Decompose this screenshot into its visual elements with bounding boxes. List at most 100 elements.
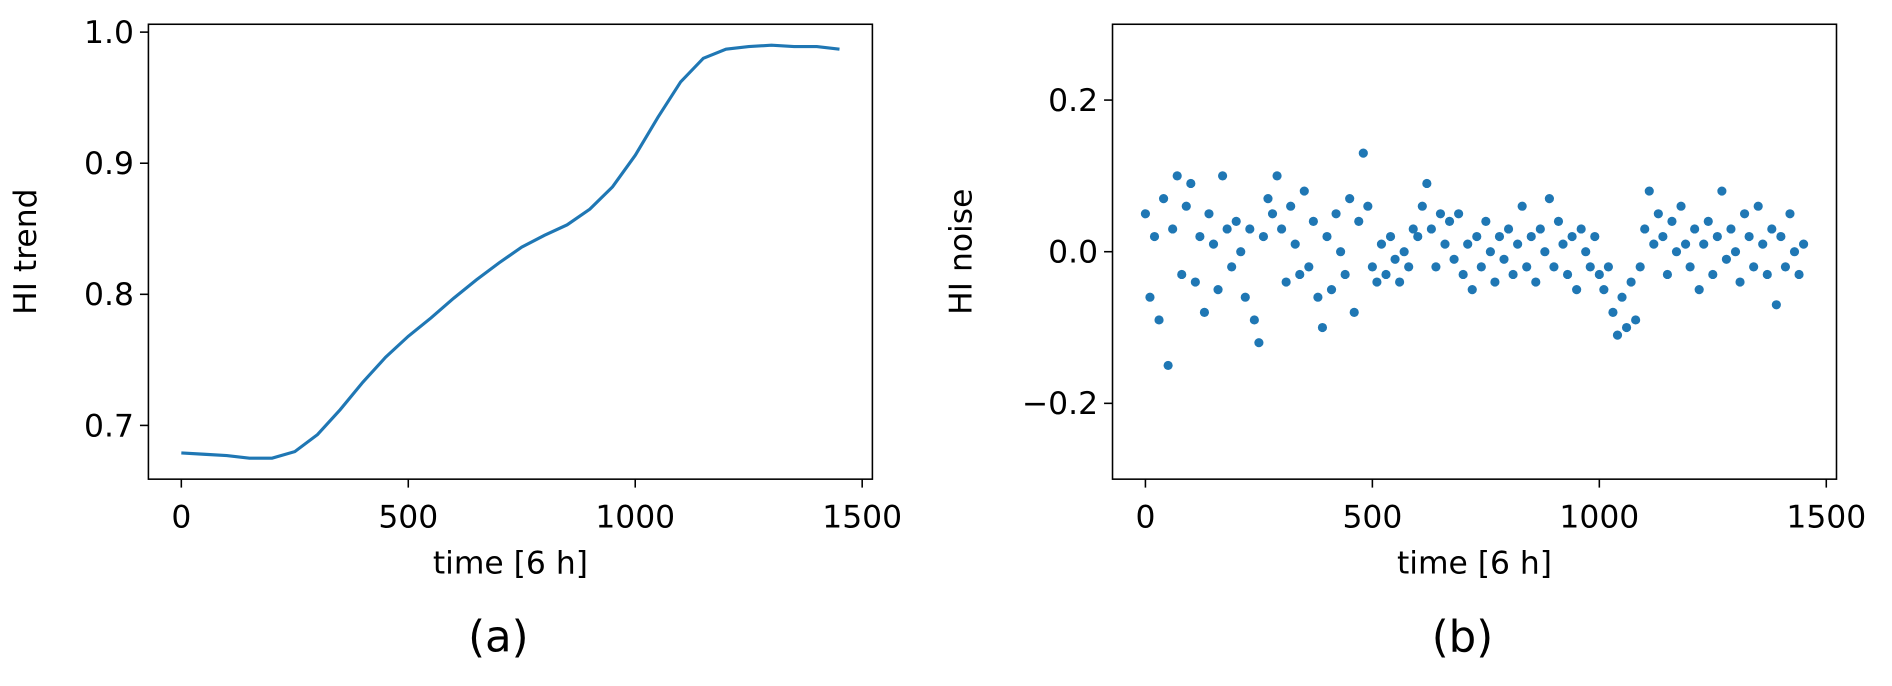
point	[1308, 216, 1318, 226]
point	[1281, 277, 1291, 287]
point	[1490, 277, 1500, 287]
y-axis-label: HI noise	[943, 189, 979, 315]
point	[1531, 277, 1541, 287]
point	[1295, 269, 1305, 280]
point	[1730, 247, 1741, 257]
point	[1399, 247, 1409, 257]
point	[1612, 330, 1623, 340]
point	[1304, 262, 1314, 272]
point	[1426, 224, 1436, 234]
point	[1163, 360, 1173, 371]
point	[1322, 231, 1332, 242]
point	[1404, 262, 1414, 272]
point	[1558, 239, 1568, 249]
point	[1635, 262, 1645, 272]
point	[1372, 277, 1382, 287]
point	[1440, 239, 1450, 249]
point	[1680, 239, 1691, 249]
point	[1258, 231, 1269, 242]
point	[1408, 224, 1418, 234]
point	[1299, 186, 1309, 196]
x-tick-label: 1500	[1786, 499, 1866, 535]
point	[1367, 262, 1377, 272]
point	[1776, 231, 1786, 242]
point	[1667, 216, 1677, 226]
y-tick-label: 0.8	[84, 277, 134, 313]
point	[1218, 171, 1228, 181]
point	[1236, 247, 1246, 257]
y-tick-label: 0.7	[84, 408, 134, 444]
point	[1599, 285, 1609, 295]
point	[1581, 247, 1591, 257]
point	[1422, 178, 1432, 189]
point	[1553, 216, 1564, 226]
point	[1676, 201, 1686, 211]
point	[1721, 254, 1732, 264]
point	[1390, 254, 1400, 264]
point	[1186, 178, 1196, 189]
point	[1585, 262, 1595, 272]
point	[1594, 269, 1604, 280]
point	[1476, 262, 1486, 272]
point	[1272, 171, 1282, 181]
point	[1463, 239, 1473, 249]
point	[1621, 322, 1632, 333]
point	[1208, 239, 1219, 249]
point	[1735, 277, 1745, 287]
point	[1653, 209, 1663, 219]
point	[1771, 300, 1781, 310]
y-axis-label: HI trend	[8, 189, 44, 315]
point	[1290, 239, 1300, 249]
point	[1286, 201, 1296, 211]
point	[1195, 231, 1205, 242]
point	[1617, 292, 1627, 302]
point	[1199, 307, 1210, 317]
y-tick-label: 0.0	[1048, 235, 1098, 271]
plot-frame	[147, 23, 874, 480]
x-tick-label: 0	[1135, 499, 1155, 535]
point	[1140, 209, 1151, 219]
y-tick-label: 0.2	[1048, 83, 1098, 119]
point	[1172, 171, 1182, 181]
point	[1177, 269, 1187, 280]
point	[1726, 224, 1736, 234]
point	[1572, 285, 1582, 295]
point	[1631, 315, 1641, 325]
point	[1467, 285, 1477, 295]
point	[1567, 231, 1577, 242]
point	[1540, 247, 1550, 257]
point	[1749, 262, 1759, 272]
x-tick-label: 1500	[822, 499, 902, 535]
point	[1340, 269, 1350, 280]
x-tick-label: 1000	[1559, 499, 1639, 535]
point	[1503, 224, 1514, 234]
point	[1712, 231, 1722, 242]
y-tick-label: 1.0	[84, 15, 134, 51]
point	[1449, 254, 1459, 264]
point	[1331, 209, 1341, 219]
point	[1767, 224, 1777, 234]
point	[1413, 231, 1423, 242]
point	[1753, 201, 1763, 211]
point	[1526, 231, 1536, 242]
point	[1222, 224, 1232, 234]
point	[1231, 216, 1241, 226]
point	[1671, 247, 1682, 257]
point	[1326, 285, 1337, 295]
point	[1608, 307, 1618, 317]
trend-line	[181, 43, 840, 460]
point	[1785, 209, 1795, 219]
point	[1499, 254, 1509, 264]
point	[1263, 194, 1273, 204]
point	[1358, 148, 1368, 158]
point	[1576, 224, 1586, 234]
point	[1758, 239, 1768, 249]
point	[1517, 201, 1527, 211]
caption: (a)	[468, 613, 528, 663]
point	[1168, 224, 1178, 234]
point	[1481, 216, 1491, 226]
point	[1444, 216, 1455, 226]
x-tick-label: 500	[1342, 499, 1402, 535]
point	[1780, 262, 1791, 272]
point	[1626, 277, 1636, 287]
